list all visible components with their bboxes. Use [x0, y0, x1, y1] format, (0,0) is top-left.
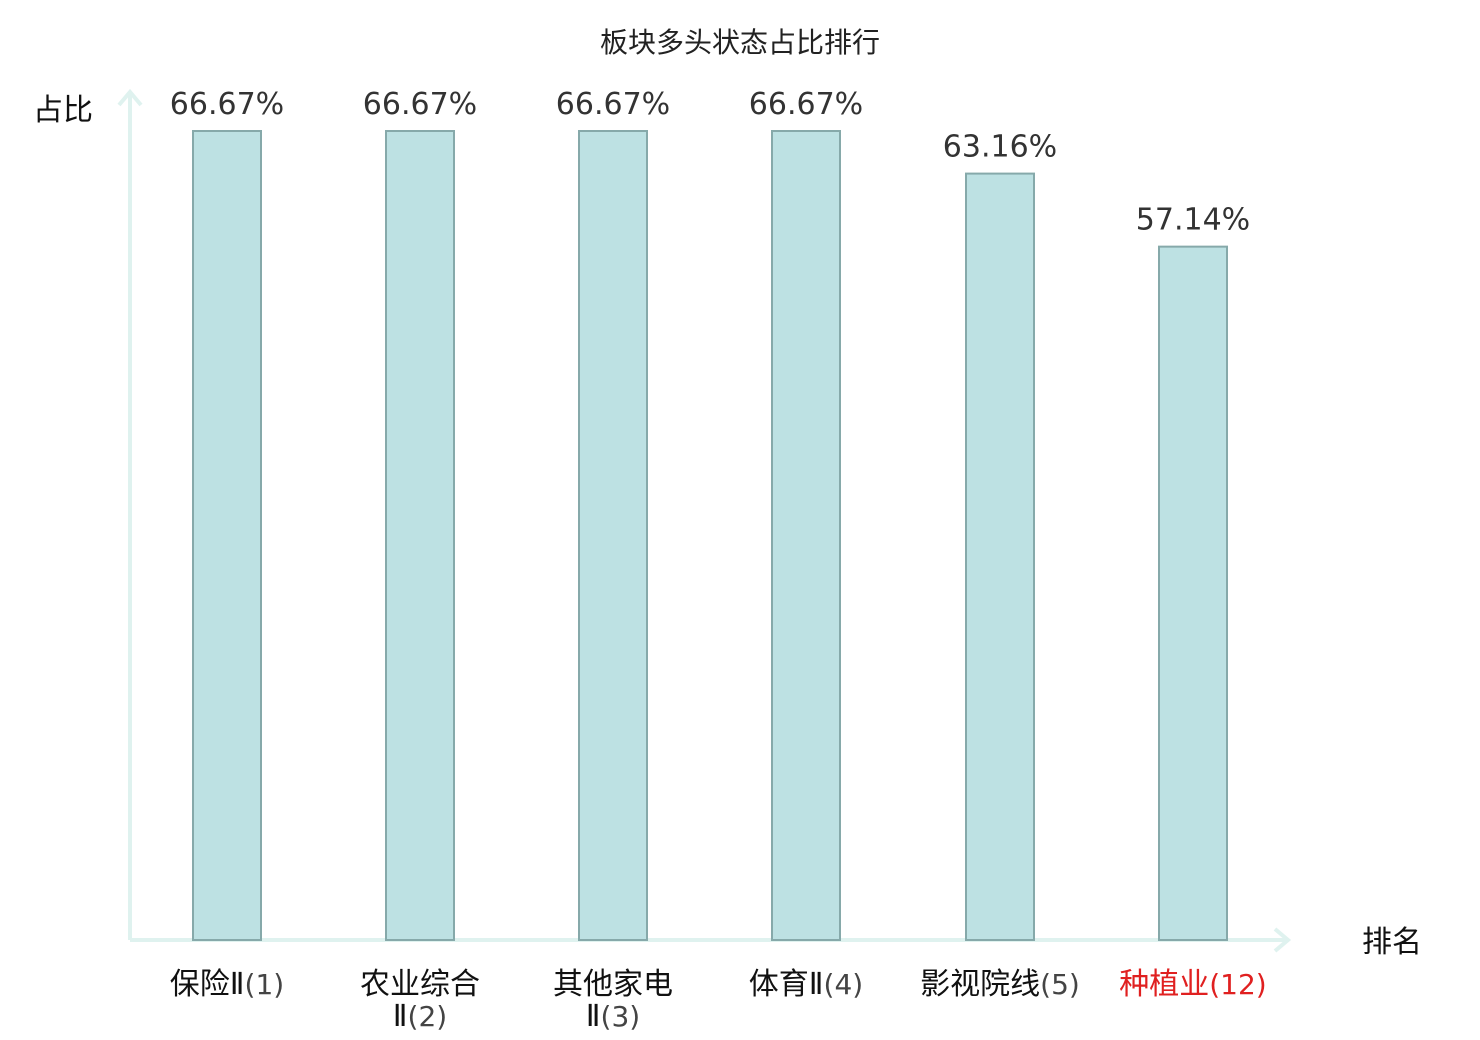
value-label-1: 66.67% [170, 87, 284, 122]
category-label-4-line-1: 体育Ⅱ(4) [749, 967, 863, 1002]
bar-1 [192, 130, 262, 941]
chart-title: 板块多头状态占比排行 [600, 26, 880, 59]
bars [192, 130, 1228, 942]
value-label-4: 66.67% [749, 87, 863, 122]
x-axis-arrow [1273, 927, 1292, 953]
value-label-2: 66.67% [363, 87, 477, 122]
category-label-5-line-1: 影视院线(5) [920, 967, 1080, 1002]
bar-5 [965, 172, 1035, 941]
value-labels: 66.67% 66.67% 66.67% 66.67% 63.16% 57.14% [170, 87, 1250, 238]
y-axis-label: 占比 [33, 93, 93, 128]
bar-3 [578, 130, 648, 941]
category-label-2-line-1: 农业综合 [360, 967, 480, 1002]
category-label-6-line-1: 种植业(12) [1119, 967, 1266, 1002]
category-label-3-line-1: 其他家电 [553, 967, 673, 1002]
y-axis-arrow [117, 88, 143, 107]
bar-4 [771, 130, 841, 941]
axes [117, 88, 1292, 953]
value-label-5: 63.16% [943, 130, 1057, 165]
category-label-3-line-2: Ⅱ(3) [586, 999, 640, 1034]
category-label-1-line-1: 保险Ⅱ(1) [170, 967, 284, 1002]
category-label-2-line-2: Ⅱ(2) [393, 999, 447, 1034]
value-label-6: 57.14% [1136, 203, 1250, 238]
bar-2 [385, 130, 455, 941]
value-label-3: 66.67% [556, 87, 670, 122]
bar-6 [1158, 245, 1228, 942]
x-axis-label: 排名 [1362, 925, 1422, 960]
